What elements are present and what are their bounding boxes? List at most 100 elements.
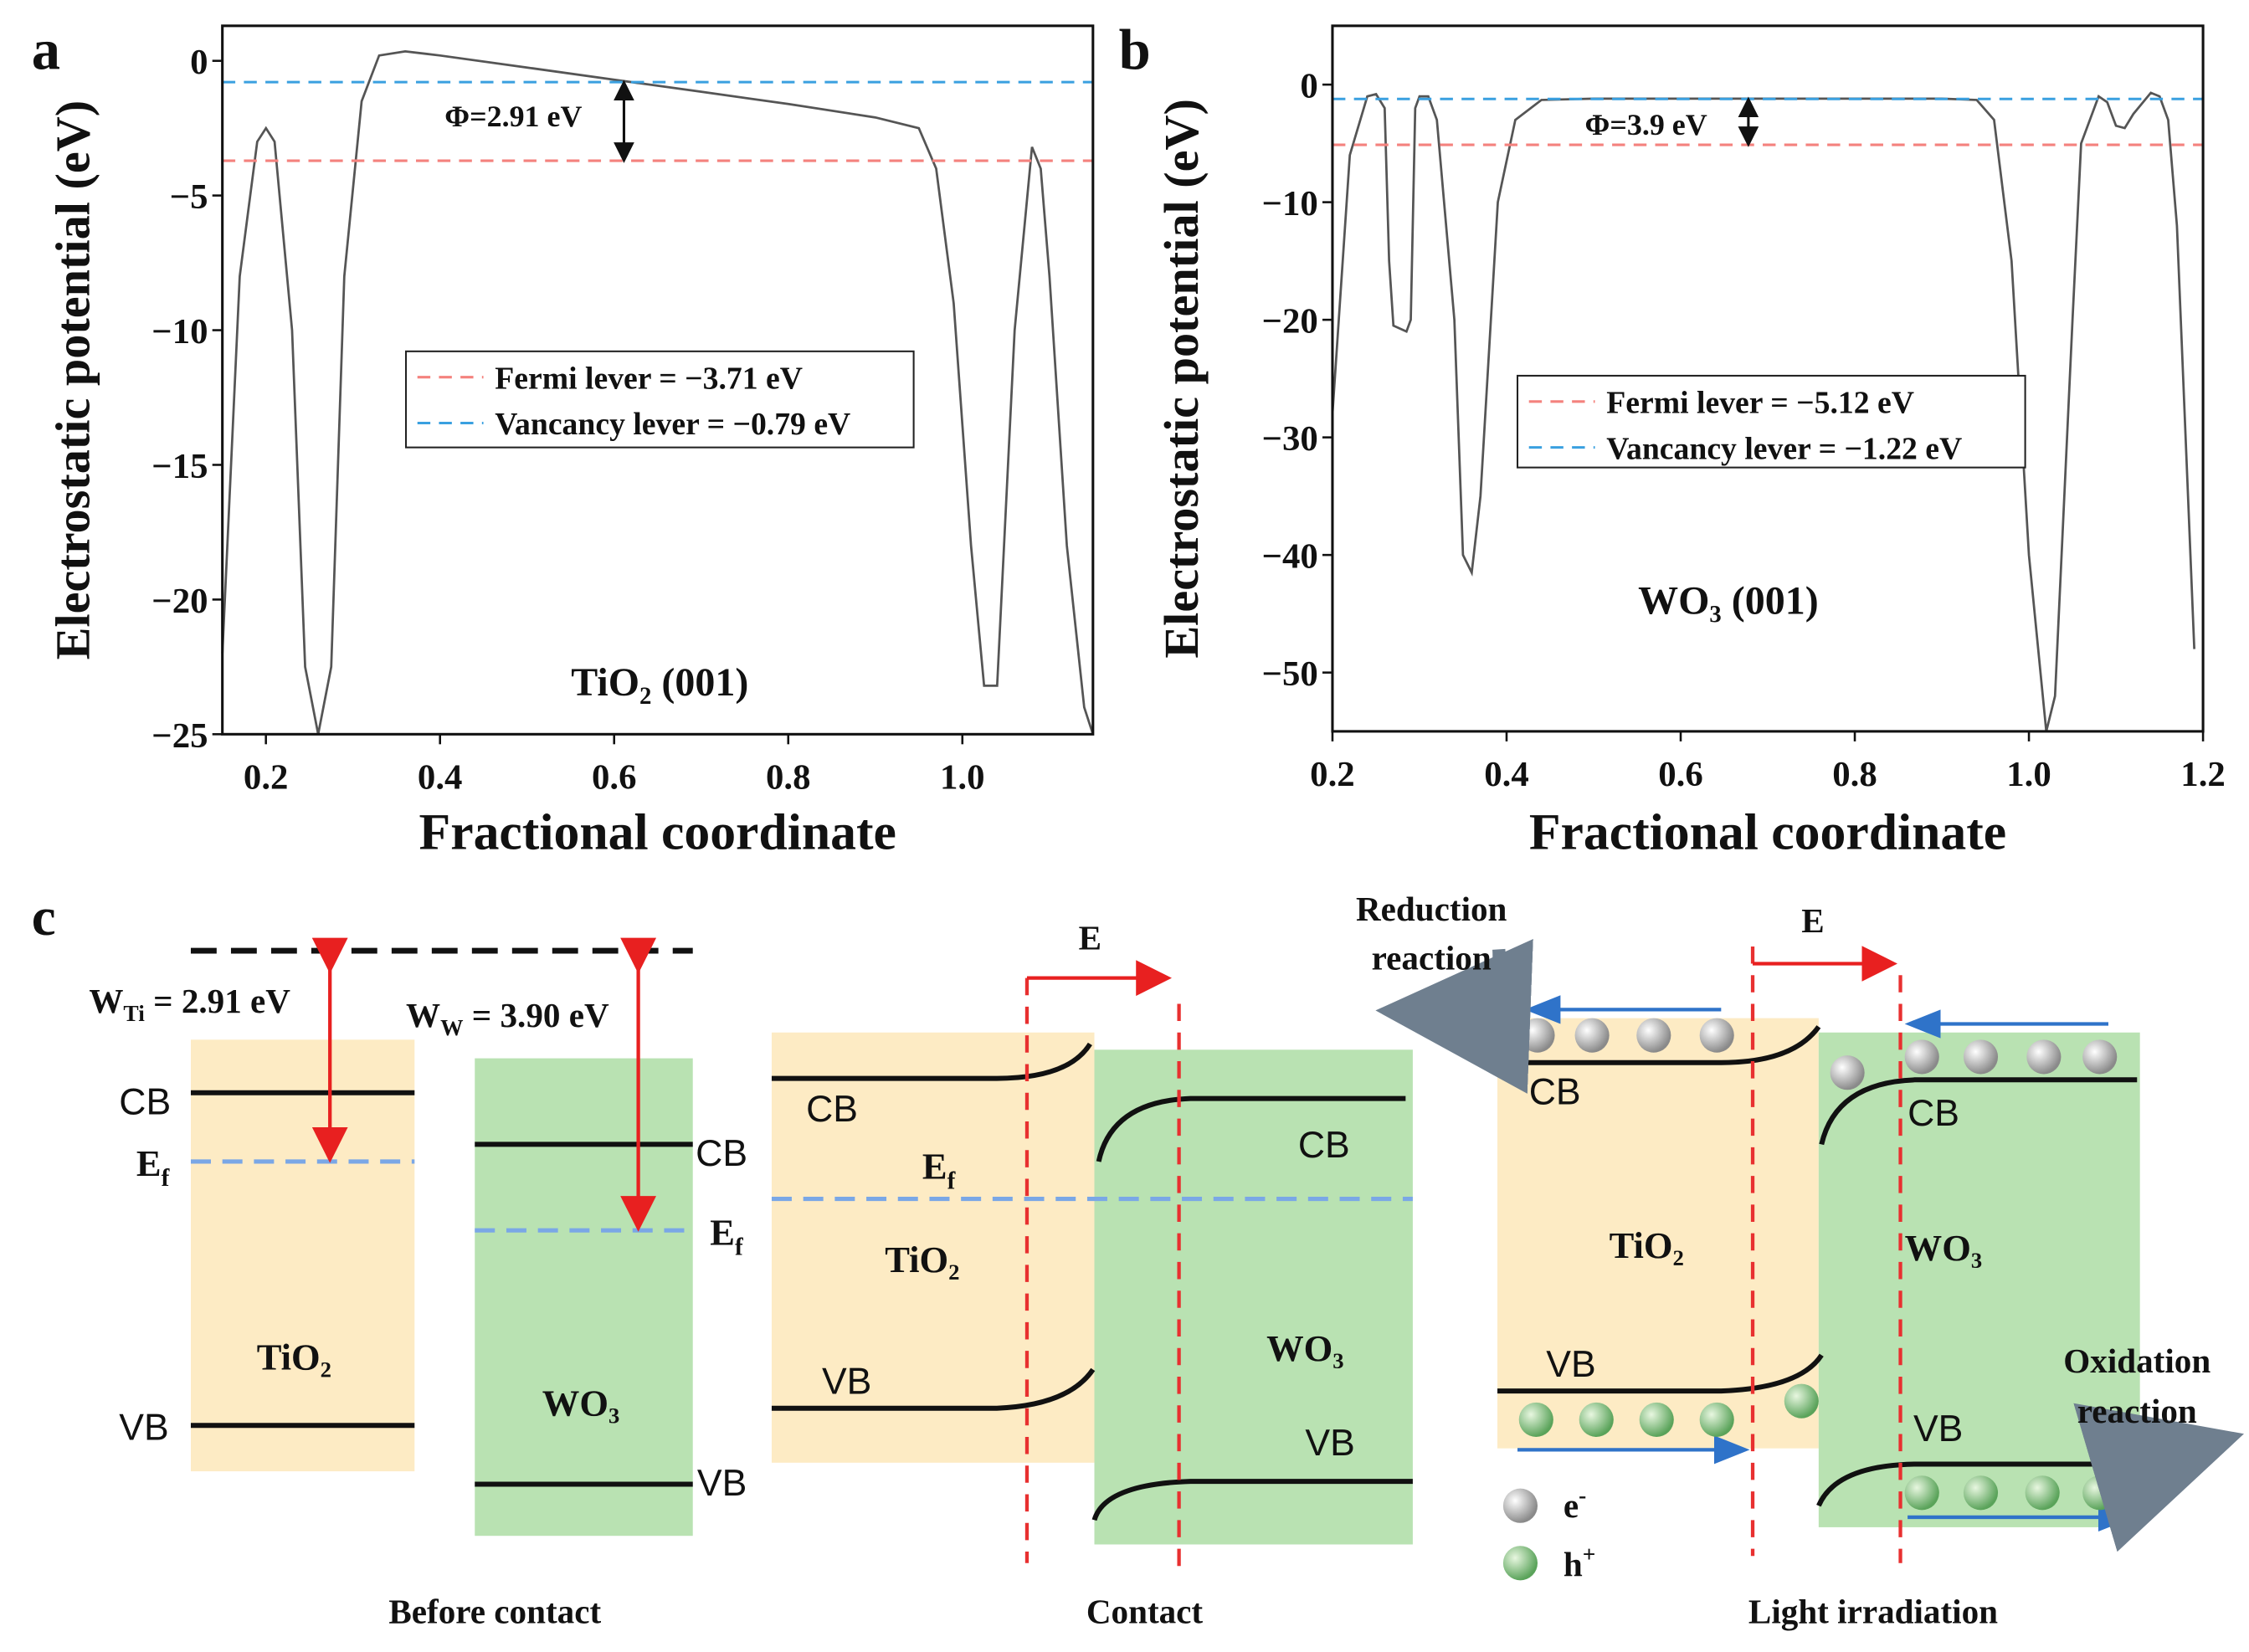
legend-hole — [1502, 1546, 1538, 1581]
work-function-label: WTi = 2.91 eV — [89, 982, 290, 1026]
x-tick-label: 0.2 — [1310, 755, 1355, 794]
y-tick-label: −10 — [1262, 184, 1318, 223]
legend-label: Vancancy lever = −0.79 eV — [495, 407, 850, 442]
y-tick-label: −50 — [1262, 654, 1318, 694]
cb-label: CB — [119, 1081, 171, 1122]
cb-label: CB — [1908, 1093, 1959, 1134]
material-label: TiO₂ (001) — [571, 660, 748, 705]
x-tick-label: 0.8 — [766, 757, 811, 797]
x-tick-label: 1.2 — [2180, 755, 2226, 794]
y-tick-label: 0 — [190, 43, 208, 82]
wo3-box — [1094, 1049, 1413, 1545]
ef-label: Ef — [136, 1142, 170, 1192]
legend-label: e- — [1564, 1483, 1586, 1525]
vb-line — [771, 1367, 1096, 1411]
w: W — [89, 982, 123, 1020]
hole — [1963, 1475, 1999, 1511]
material-label: TiO₂ — [257, 1336, 331, 1378]
hole — [1518, 1402, 1553, 1437]
hole — [1579, 1402, 1614, 1437]
wo3-box — [475, 1058, 693, 1537]
panel-label: b — [1119, 18, 1151, 81]
w-sub: Ti — [123, 1001, 145, 1026]
stage-title: Before contact — [388, 1593, 601, 1631]
h: h — [1564, 1545, 1583, 1583]
legend-label: Vancancy lever = −1.22 eV — [1606, 431, 1962, 466]
w-sub: W — [440, 1015, 463, 1040]
w-text: = 2.91 eV — [145, 982, 290, 1020]
phi-label: Φ=3.9 eV — [1585, 108, 1707, 141]
work-function-label: WW = 3.90 eV — [406, 996, 609, 1040]
electron — [2026, 1039, 2062, 1075]
y-tick-label: 0 — [1300, 67, 1317, 106]
hole — [1904, 1475, 1939, 1511]
legend-electron — [1502, 1488, 1538, 1523]
stage-title: Contact — [1086, 1593, 1204, 1631]
vb-line — [1816, 1461, 2138, 1507]
holes — [1502, 1383, 2118, 1581]
wo3-box — [1818, 1032, 2140, 1527]
y-tick-label: −30 — [1262, 419, 1318, 459]
x-tick-label: 0.6 — [592, 757, 637, 797]
y-tick-label: −25 — [151, 716, 208, 756]
electron — [1904, 1039, 1939, 1075]
e: e — [1564, 1486, 1579, 1525]
field-label: E — [1801, 901, 1824, 940]
plot-frame — [1331, 24, 2205, 733]
oxidation-arrow — [2073, 1403, 2244, 1552]
electron — [1830, 1055, 1865, 1090]
tio2-box — [771, 1032, 1095, 1463]
tio2-box — [1497, 1018, 1819, 1449]
y-tick-label: −40 — [1262, 537, 1318, 577]
h-sup: + — [1583, 1542, 1596, 1567]
cb-line — [771, 1042, 1092, 1081]
electron — [1520, 1018, 1555, 1053]
y-tick-label: −5 — [170, 177, 208, 217]
y-tick-label: −20 — [1262, 302, 1318, 341]
field-label: E — [1079, 918, 1101, 957]
potential-line — [1331, 91, 2196, 732]
chart: b Fractional coordinate Electrostatic pote… — [1119, 18, 2226, 860]
x-tick-label: 0.6 — [1658, 755, 1703, 794]
material-label: WO₃ — [542, 1382, 620, 1424]
y-tick-label: −15 — [151, 447, 208, 486]
panel-label: c — [32, 887, 56, 947]
cb-label: CB — [1529, 1071, 1581, 1112]
legend-box — [404, 350, 915, 449]
reduction-arrow — [1375, 938, 1533, 1094]
cb-label: CB — [696, 1133, 747, 1174]
phi-label: Φ=2.91 eV — [444, 100, 582, 133]
material-label: TiO₂ — [1610, 1224, 1684, 1266]
cb-line — [1096, 1095, 1406, 1162]
hole — [1639, 1402, 1674, 1437]
electrons — [1502, 1018, 2118, 1523]
vb-label: VB — [822, 1362, 871, 1403]
vb-label: VB — [697, 1463, 747, 1504]
e-sup: - — [1579, 1483, 1586, 1508]
x-tick-label: 0.2 — [244, 757, 289, 797]
tio2-box — [190, 1039, 415, 1472]
chart: a Fractional coordinate Electrostatic pote… — [32, 18, 1095, 860]
material-label: WO₃ — [1266, 1327, 1344, 1369]
electron — [1699, 1018, 1734, 1053]
electron — [1963, 1039, 1999, 1075]
vb-label: VB — [1546, 1344, 1595, 1385]
w: W — [406, 996, 440, 1034]
ef-label: Ef — [710, 1211, 743, 1260]
oxidation-label: Oxidation — [2063, 1342, 2210, 1380]
x-axis-title: Fractional coordinate — [419, 803, 896, 860]
vb-line — [1091, 1479, 1413, 1521]
potential-line — [221, 49, 1095, 735]
hole — [2025, 1475, 2060, 1511]
panel-label: a — [32, 18, 60, 81]
e: E — [922, 1146, 947, 1188]
x-tick-label: 0.8 — [1832, 755, 1877, 794]
plot-frame — [221, 24, 1095, 736]
legend-label: Fermi lever = −3.71 eV — [495, 361, 803, 396]
hole — [2082, 1475, 2118, 1511]
hole — [1699, 1402, 1734, 1437]
stage-title: Light irradiation — [1748, 1593, 1998, 1631]
oxidation-label: reaction — [2077, 1392, 2197, 1430]
e-sub: f — [735, 1234, 743, 1260]
